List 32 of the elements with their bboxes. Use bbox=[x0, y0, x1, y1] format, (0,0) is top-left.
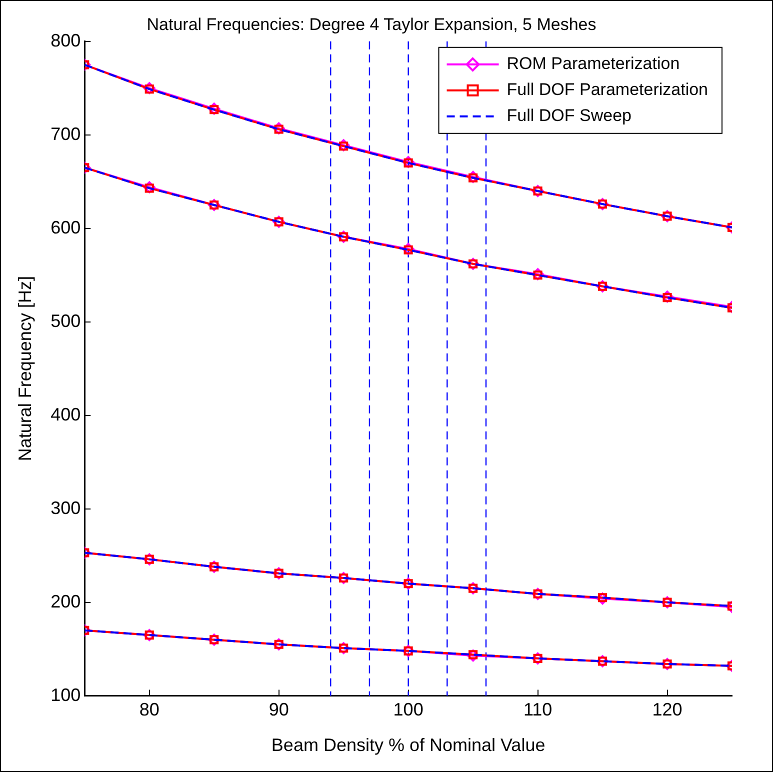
point bbox=[272, 122, 285, 134]
x-tick-label: 120 bbox=[652, 700, 682, 720]
point bbox=[143, 82, 156, 94]
point bbox=[596, 592, 609, 605]
x-axis-title: Beam Density % of Nominal Value bbox=[271, 735, 546, 756]
y-tick-label: 400 bbox=[50, 404, 81, 424]
legend-label: ROM Parameterization bbox=[506, 54, 680, 74]
y-tick-label: 200 bbox=[50, 591, 81, 612]
y-tick-label: 100 bbox=[50, 684, 81, 705]
point bbox=[402, 242, 414, 255]
y-axis-title: Natural Frequency [Hz] bbox=[14, 276, 35, 462]
y-tick-label: 300 bbox=[50, 498, 81, 518]
legend-label: Full DOF Sweep bbox=[506, 106, 632, 126]
y-tick-label: 600 bbox=[50, 217, 81, 238]
point bbox=[402, 156, 414, 168]
point bbox=[467, 170, 480, 183]
x-tick-label: 90 bbox=[268, 700, 289, 720]
x-tick-label: 110 bbox=[523, 700, 552, 720]
point bbox=[208, 102, 220, 115]
point bbox=[143, 181, 156, 194]
point bbox=[661, 290, 674, 303]
point bbox=[598, 593, 608, 602]
point bbox=[467, 650, 480, 662]
legend-label: Full DOF Parameterization bbox=[506, 80, 708, 100]
x-tick-label: 80 bbox=[139, 700, 160, 720]
point bbox=[532, 268, 544, 280]
x-tick-label: 100 bbox=[393, 700, 424, 720]
y-tick-label: 800 bbox=[50, 30, 81, 50]
chart-title: Natural Frequencies: Degree 4 Taylor Expansion, 5 Meshes bbox=[146, 14, 596, 34]
y-tick-label: 500 bbox=[50, 310, 81, 331]
point bbox=[338, 139, 350, 152]
y-tick-label: 700 bbox=[50, 124, 81, 144]
